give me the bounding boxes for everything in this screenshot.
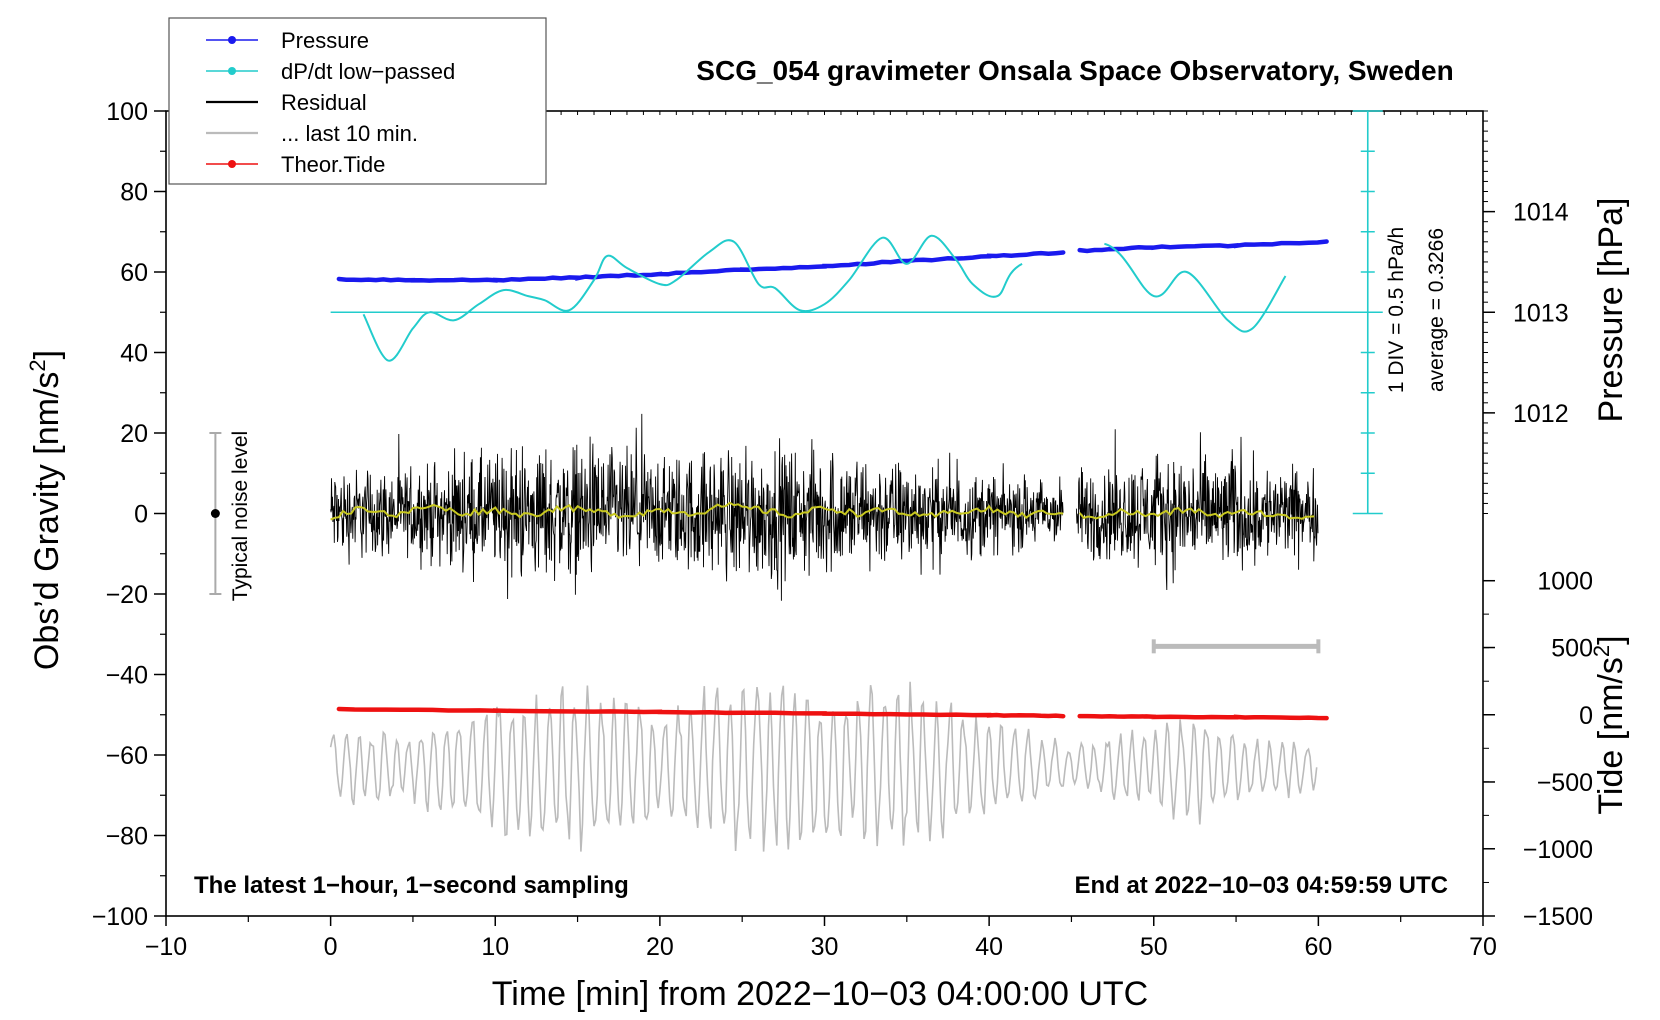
tide-tick-label: 500 (1551, 635, 1593, 663)
legend-marker (228, 160, 236, 168)
x-tick-label: 20 (646, 933, 674, 961)
y-axis-title-left: Obs’d Gravity [nm/s2] (25, 350, 66, 670)
noise-bar-dot (210, 509, 220, 518)
tide-tick-label: −1500 (1523, 903, 1593, 931)
y-tick-label: 0 (134, 501, 148, 529)
x-tick-label: −10 (145, 933, 187, 961)
x-tick-label: 60 (1304, 933, 1332, 961)
theor-tide-line (336, 706, 1329, 721)
residual-line (330, 413, 1319, 601)
y-tick-label: 80 (120, 179, 148, 207)
scale-average-label: average = 0.3266 (1425, 228, 1448, 392)
legend-marker (228, 36, 236, 44)
tide-tick-label: 0 (1579, 702, 1593, 730)
noise-level-label: Typical noise level (229, 431, 252, 601)
dpdt-line (362, 234, 1287, 362)
x-tick-label: 40 (975, 933, 1003, 961)
pressure-tick-label: 1014 (1513, 199, 1569, 227)
note-end-time: End at 2022−10−03 04:59:59 UTC (1074, 872, 1448, 899)
pressure-line (336, 239, 1329, 283)
y-tick-label: −20 (106, 581, 148, 609)
legend-marker (228, 67, 236, 75)
tide-tick-label: −500 (1537, 769, 1593, 797)
residual-smoothed-line (330, 501, 1315, 521)
y-tick-label: −40 (106, 662, 148, 690)
legend-label: Theor.Tide (281, 152, 385, 177)
legend-label: Pressure (281, 28, 369, 53)
y-tick-label: 20 (120, 420, 148, 448)
pressure-tick-label: 1012 (1513, 400, 1569, 428)
y-tick-label: 40 (120, 340, 148, 368)
tide-tick-label: 1000 (1537, 568, 1593, 596)
y-tick-label: 100 (106, 98, 148, 126)
tide-tick-label: −1000 (1523, 836, 1593, 864)
x-tick-label: 30 (811, 933, 839, 961)
legend-label: dP/dt low−passed (281, 59, 455, 84)
last-10-min-line (329, 681, 1318, 852)
y-axis-title-tide: Tide [nm/s2] (1589, 635, 1630, 814)
x-tick-label: 0 (324, 933, 338, 961)
y-axis-title-pressure: Pressure [hPa] (1592, 198, 1630, 423)
y-tick-label: −100 (92, 903, 148, 931)
pressure-tick-label: 1013 (1513, 299, 1569, 327)
y-tick-label: −80 (106, 823, 148, 851)
x-tick-label: 10 (481, 933, 509, 961)
scale-div-label: 1 DIV = 0.5 hPa/h (1385, 227, 1408, 393)
legend-label: ... last 10 min. (281, 121, 418, 146)
x-tick-label: 50 (1140, 933, 1168, 961)
x-axis-title: Time [min] from 2022−10−03 04:00:00 UTC (492, 975, 1148, 1013)
legend-label: Residual (281, 90, 367, 115)
x-tick-label: 70 (1469, 933, 1497, 961)
y-tick-label: −60 (106, 742, 148, 770)
y-tick-label: 60 (120, 259, 148, 287)
note-latest-hour: The latest 1−hour, 1−second sampling (194, 872, 629, 899)
chart-title: SCG_054 gravimeter Onsala Space Observat… (696, 55, 1453, 86)
legend: Pressure dP/dt low−passed Residual ... last… (168, 17, 547, 185)
